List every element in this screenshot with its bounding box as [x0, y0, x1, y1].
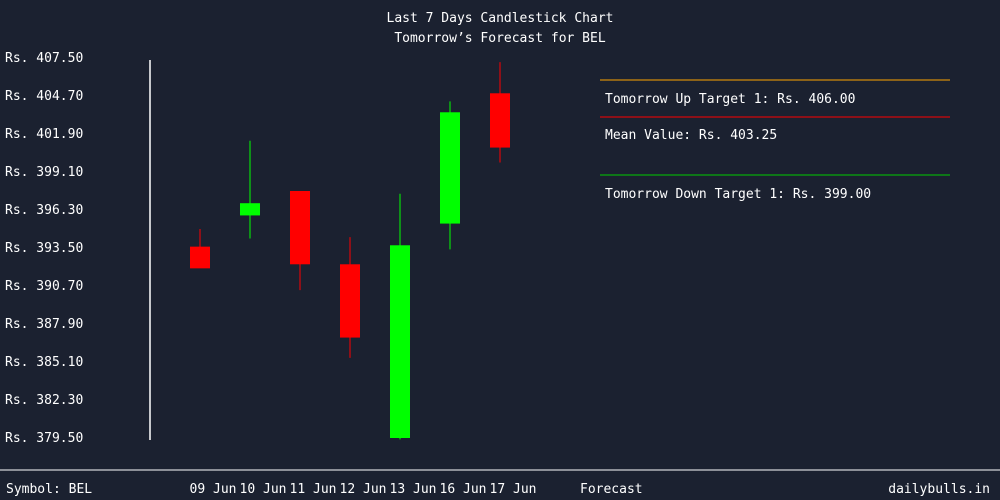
x-tick-label: 11 Jun: [290, 482, 337, 497]
x-tick-label: 12 Jun: [340, 482, 387, 497]
x-tick-label: 10 Jun: [240, 482, 287, 497]
chart-title: Last 7 Days Candlestick Chart: [387, 11, 614, 26]
y-tick-label: Rs. 382.30: [5, 393, 83, 408]
candle-body: [490, 93, 510, 148]
candle-body: [240, 203, 260, 216]
candle-body: [290, 191, 310, 265]
x-tick-label: 13 Jun: [390, 482, 437, 497]
x-axis-tick-labels: 09 Jun 10 Jun 11 Jun 12 Jun 13 Jun 16 Jun 17 J…: [190, 482, 537, 497]
x-tick-label: 09 Jun: [190, 482, 237, 497]
y-tick-label: Rs. 390.70: [5, 279, 83, 294]
site-label: dailybulls.in: [888, 482, 990, 497]
chart-subtitle: Tomorrow’s Forecast for BEL: [394, 31, 605, 46]
up-target-label: Tomorrow Up Target 1: Rs. 406.00: [605, 92, 855, 107]
x-tick-label: 16 Jun: [440, 482, 487, 497]
candle-body: [390, 245, 410, 438]
x-tick-label: 17 Jun: [490, 482, 537, 497]
y-tick-label: Rs. 404.70: [5, 89, 83, 104]
mean-label: Mean Value: Rs. 403.25: [605, 128, 777, 143]
candle-body: [190, 246, 210, 269]
candle-body: [440, 112, 460, 224]
y-tick-label: Rs. 407.50: [5, 51, 83, 66]
candle-body: [340, 264, 360, 338]
y-tick-label: Rs. 379.50: [5, 431, 83, 446]
y-axis-tick-labels: Rs. 407.50 Rs. 404.70 Rs. 401.90 Rs. 399.10…: [5, 51, 83, 446]
y-tick-label: Rs. 387.90: [5, 317, 83, 332]
y-tick-label: Rs. 401.90: [5, 127, 83, 142]
y-tick-label: Rs. 399.10: [5, 165, 83, 180]
y-tick-label: Rs. 385.10: [5, 355, 83, 370]
y-tick-label: Rs. 393.50: [5, 241, 83, 256]
candles: [190, 62, 510, 440]
symbol-label: Symbol: BEL: [6, 482, 92, 497]
y-tick-label: Rs. 396.30: [5, 203, 83, 218]
forecast-axis-label: Forecast: [580, 482, 643, 497]
down-target-label: Tomorrow Down Target 1: Rs. 399.00: [605, 187, 871, 202]
